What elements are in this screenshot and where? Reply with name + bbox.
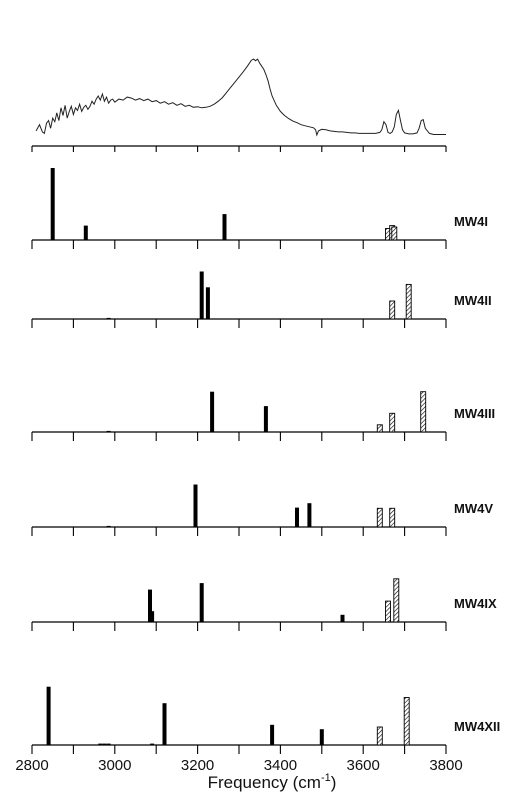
x-axis-label: Frequency (cm-1) (208, 772, 337, 792)
x-tick-label: 2800 (15, 757, 48, 774)
solid-bar (320, 729, 324, 745)
solid-bar (206, 287, 210, 319)
x-tick-label: 3800 (429, 757, 462, 774)
solid-bar (163, 703, 167, 745)
panel-mw4iii: MW4III (32, 392, 495, 441)
solid-bar (51, 168, 55, 240)
x-axis-label-end: ) (331, 773, 337, 792)
x-axis-label-superscript: -1 (321, 772, 331, 784)
minor-bar (150, 744, 154, 745)
solid-bar (341, 615, 345, 622)
panel-label: MW4XII (454, 719, 500, 734)
solid-bar (223, 214, 227, 240)
solid-bar (307, 503, 311, 527)
solid-bar (47, 687, 51, 745)
hatched-bar (392, 227, 397, 240)
solid-bar (264, 406, 268, 432)
minor-bar (107, 318, 111, 319)
panel-mw4ii: MW4II (32, 272, 492, 329)
solid-bar (150, 611, 154, 622)
panel-mw4xii: MW4XII (32, 687, 500, 754)
hatched-bar (377, 508, 382, 527)
hatched-bar (390, 508, 395, 527)
x-tick-label: 3400 (264, 757, 297, 774)
hatched-bar (377, 425, 382, 432)
minor-bar (98, 744, 102, 745)
solid-bar (295, 508, 299, 527)
minor-bar (107, 526, 111, 527)
hatched-bar (386, 601, 391, 622)
hatched-bar (421, 392, 426, 432)
x-tick-label: 3200 (181, 757, 214, 774)
panel-label: MW4II (454, 293, 492, 308)
hatched-bar (394, 579, 399, 622)
x-tick-label: 3600 (347, 757, 380, 774)
hatched-bar (404, 698, 409, 746)
hatched-bar (390, 413, 395, 432)
solid-bar (270, 725, 274, 745)
spectrum-panel (32, 59, 446, 152)
panel-mw4v: MW4V (32, 485, 493, 537)
panel-mw4i: MW4I (32, 168, 488, 249)
panel-mw4ix: MW4IX (32, 579, 497, 631)
x-tick-labels: 2800 3000 3200 3400 3600 3800 (15, 757, 462, 774)
hatched-bar (377, 727, 382, 745)
panel-label: MW4IX (454, 596, 497, 611)
minor-bar (102, 744, 106, 745)
x-axis-label-text: Frequency (cm (208, 773, 321, 792)
solid-bar (84, 226, 88, 240)
panel-label: MW4V (454, 501, 493, 516)
panel-label: MW4I (454, 214, 488, 229)
hatched-bar (406, 284, 411, 319)
spectrum-trace (36, 59, 446, 135)
solid-bar (210, 392, 214, 432)
solid-bar (200, 272, 204, 320)
panel-label: MW4III (454, 406, 495, 421)
solid-bar (200, 583, 204, 622)
minor-bar (107, 431, 111, 432)
x-tick-label: 3000 (98, 757, 131, 774)
minor-bar (107, 744, 111, 745)
solid-bar (194, 485, 198, 528)
stick-panels: MW4I MW4II MW4III MW4V MW4IX MW4XII (32, 168, 500, 754)
hatched-bar (390, 301, 395, 319)
